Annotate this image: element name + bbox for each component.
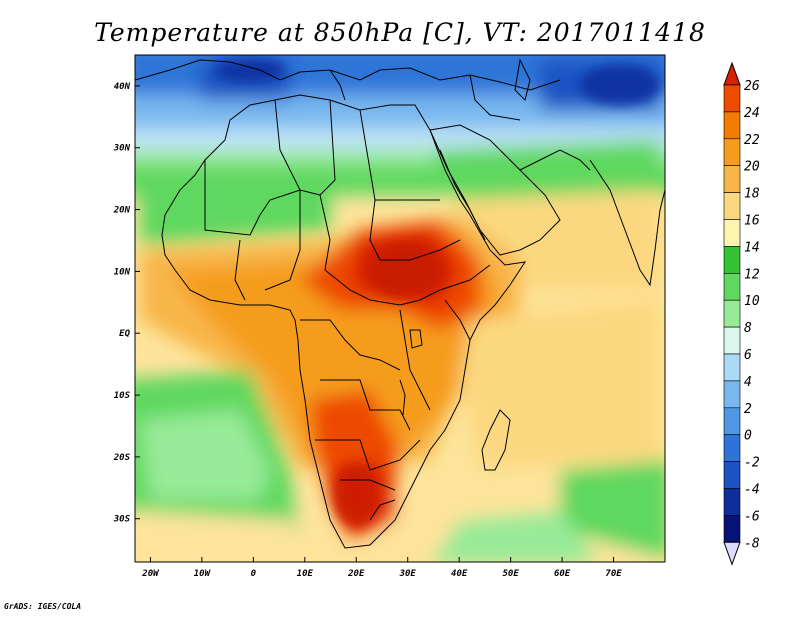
lon-tick-label: 10W — [194, 569, 212, 579]
lat-tick-label: 20N — [113, 206, 131, 216]
colorbar-segment — [723, 326, 741, 355]
colorbar-label: 20 — [744, 160, 760, 175]
colorbar-label: -4 — [744, 483, 760, 498]
lat-tick-label: 10S — [114, 391, 131, 401]
colorbar-segment — [723, 407, 741, 435]
colorbar-segment — [723, 272, 741, 301]
colorbar-bottom-arrow — [723, 541, 741, 566]
colorbar-segment — [723, 380, 741, 409]
colorbar-label: 8 — [744, 321, 752, 336]
colorbar-label: 24 — [744, 106, 760, 121]
lat-tick-label: 30S — [113, 515, 131, 525]
colorbar-label: -8 — [744, 536, 760, 551]
colorbar-segment — [723, 84, 741, 113]
colorbar-label: -2 — [744, 456, 760, 471]
coastlines — [135, 58, 665, 549]
lat-tick-label: 10N — [114, 267, 131, 277]
colorbar-segment — [723, 461, 741, 489]
colorbar-label: 14 — [744, 240, 760, 255]
map-title: Temperature at 850hPa [C], VT: 201701141… — [94, 18, 706, 47]
colorbar-top-arrow — [723, 61, 741, 86]
colorbar-segment — [723, 111, 741, 140]
lat-tick-label: 40N — [114, 82, 131, 92]
colorbar-label: 12 — [744, 267, 760, 282]
lat-tick-label: 20S — [113, 453, 131, 463]
colorbar-segment — [723, 165, 741, 193]
colorbar-segment — [723, 353, 741, 382]
colorbar-segment — [723, 434, 741, 462]
colorbar-segment — [723, 219, 741, 247]
colorbar-label: 10 — [744, 294, 760, 309]
colorbar-segment — [723, 299, 741, 328]
colorbar-label: 6 — [744, 348, 752, 363]
lon-tick-label: 70E — [605, 569, 622, 579]
colorbar-label: 4 — [744, 375, 752, 390]
colorbar-label: -6 — [744, 509, 760, 524]
latitude-axis: 40N 30N 20N 10N EQ 10S 20S 30S — [113, 82, 140, 525]
lon-tick-label: 20W — [141, 569, 160, 579]
lon-tick-label: 20E — [347, 569, 365, 579]
colorbar-segment — [723, 138, 741, 167]
lon-tick-label: 30E — [399, 569, 417, 579]
colorbar-label: 22 — [744, 133, 760, 148]
lon-tick-label: 10E — [297, 569, 314, 579]
credit-text: GrADS: IGES/COLA — [4, 602, 82, 611]
colorbar-label: 18 — [744, 187, 760, 202]
colorbar-segment — [723, 246, 741, 274]
lat-tick-label: EQ — [119, 329, 130, 339]
colorbar-label: 26 — [744, 79, 760, 94]
temperature-field — [135, 55, 665, 562]
colorbar-segment — [723, 515, 741, 543]
colorbar-segment — [723, 488, 741, 516]
map-frame-border — [134, 54, 666, 563]
lon-tick-label: 60E — [554, 569, 571, 579]
colorbar-segment — [723, 192, 741, 220]
longitude-axis: 20W 10W 0 10E 20E 30E 40E 50E 60E 70E — [141, 557, 622, 579]
lon-tick-label: 50E — [502, 569, 519, 579]
colorbar-label: 2 — [744, 402, 752, 417]
lat-tick-label: 30N — [113, 144, 131, 154]
lon-tick-label: 40E — [451, 569, 468, 579]
colorbar-label: 0 — [744, 429, 752, 444]
lon-tick-label: 0 — [251, 569, 257, 579]
colorbar-label: 16 — [744, 214, 760, 229]
